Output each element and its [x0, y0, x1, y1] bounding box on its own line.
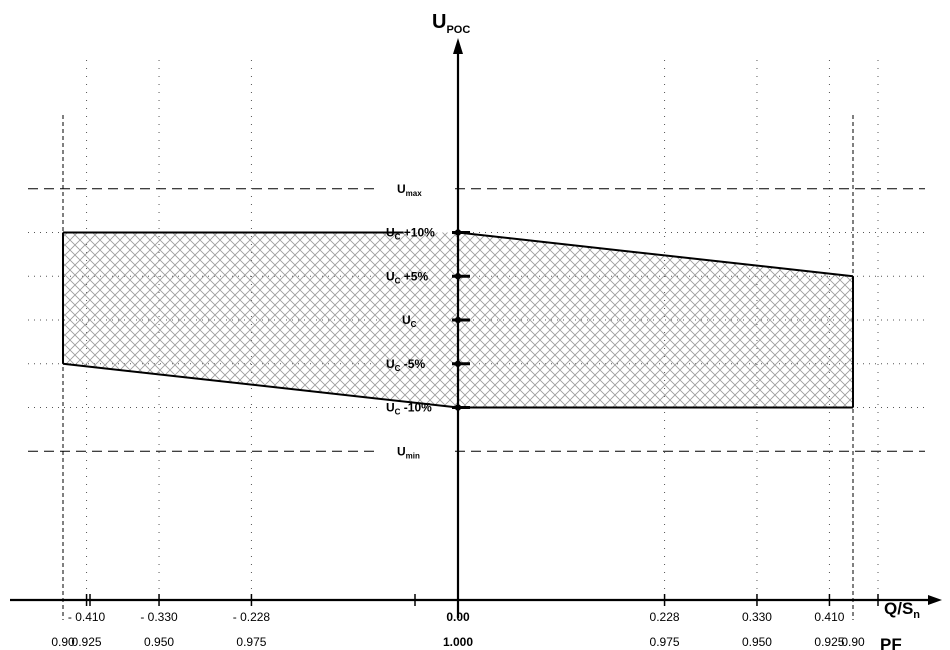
x-tick-label: - 0.330 [140, 610, 178, 624]
region-left-fill [63, 233, 458, 408]
y-tick-dot [455, 404, 461, 410]
pf-tick-label: 0.925 [72, 635, 102, 649]
y-axis-arrow [453, 38, 463, 54]
x-tick-label: - 0.410 [68, 610, 106, 624]
y-axis-title: UPOC [432, 11, 470, 36]
pf-tick-label: 0.975 [650, 635, 680, 649]
x-ticks: 0.90 - 0.410 0.925 - 0.330 0.950 - 0.228 0.975… [51, 594, 878, 649]
level-label-m10: UC -10% [386, 401, 432, 417]
pf-tick-label: 0.925 [814, 635, 844, 649]
pf-tick-label: 0.950 [144, 635, 174, 649]
region-right-fill [458, 233, 853, 408]
x-tick-label: - 0.228 [233, 610, 271, 624]
pf-tick-label: 0.975 [236, 635, 266, 649]
y-tick-dot [455, 317, 461, 323]
level-label-p10: UC +10% [386, 226, 435, 242]
x-axis-arrow [928, 595, 942, 605]
y-tick-dot [455, 229, 461, 235]
y-tick-dot [455, 361, 461, 367]
level-label-m5: UC -5% [386, 357, 425, 373]
x-tick-label: 0.00 [446, 610, 470, 624]
x-tick-label: 0.330 [742, 610, 772, 624]
pf-axis-title: PF [880, 635, 902, 650]
level-label-min: Umin [397, 444, 420, 460]
pf-tick-label: 0.90 [841, 635, 865, 649]
level-label-max: Umax [397, 182, 422, 198]
level-label-p5: UC +5% [386, 269, 428, 285]
x-tick-label: 0.228 [650, 610, 680, 624]
pf-tick-label: 1.000 [443, 635, 473, 649]
x-tick-label: 0.410 [814, 610, 844, 624]
pf-tick-label: 0.950 [742, 635, 772, 649]
y-tick-dot [455, 273, 461, 279]
x-axis-title: Q/Sn [884, 599, 920, 621]
